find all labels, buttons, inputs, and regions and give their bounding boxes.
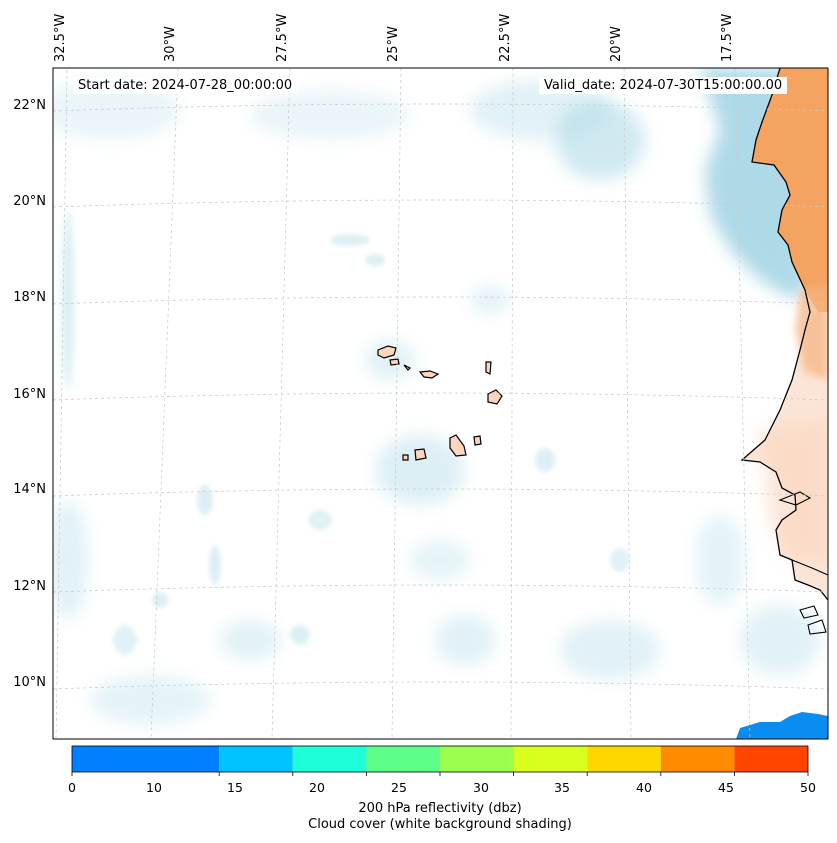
cloud-patch: [53, 500, 88, 620]
latitude-label: 10°N: [13, 675, 46, 690]
start-date-label: Start date: 2024-07-28_00:00:00: [73, 77, 298, 94]
colorbar-tick-label: 10: [146, 780, 162, 795]
cloud-patch: [290, 625, 310, 645]
colorbar-tick-label: 25: [391, 780, 407, 795]
cloud-patch: [250, 90, 410, 140]
parallel-line: [53, 681, 828, 690]
cloud-patch: [695, 515, 745, 605]
meridian-line: [55, 68, 68, 739]
cloud-patch: [53, 80, 180, 140]
island-santo-antao: [377, 345, 397, 359]
longitude-label: 32.5°W: [53, 13, 68, 62]
cloud-patch: [152, 592, 168, 608]
africa-landmass-north: [752, 68, 828, 312]
colorbar-segment: [219, 746, 293, 772]
cloud-cover-shading: [53, 68, 820, 725]
cloud-patch: [470, 285, 510, 315]
land-shading-soft: [760, 420, 828, 560]
meridian-line: [510, 68, 514, 739]
latitude-label: 12°N: [13, 579, 46, 594]
colorbar: [71, 745, 809, 776]
colorbar-tick-label: 0: [68, 780, 76, 795]
latitude-label: 14°N: [13, 482, 46, 497]
colorbar-segment: [366, 746, 440, 772]
reflectivity-patch: [736, 712, 828, 739]
longitude-label: 25°W: [386, 26, 401, 62]
island-sao-nicolau: [418, 370, 440, 379]
longitude-label: 17.5°W: [720, 13, 735, 62]
map-frame: [52, 67, 829, 740]
colorbar-tick-label: 40: [636, 780, 652, 795]
island-santa-luzia: [403, 364, 412, 371]
latitude-label: 18°N: [13, 290, 46, 305]
graticule-lines: [53, 68, 828, 739]
meridian-line: [150, 68, 179, 739]
island-maio: [473, 435, 482, 446]
cloud-patch: [365, 254, 385, 266]
parallel-line: [53, 488, 828, 497]
cloud-patch: [435, 615, 495, 665]
latitude-label: 16°N: [13, 387, 46, 402]
meridian-line: [623, 68, 632, 739]
cloud-patch: [410, 540, 470, 580]
meridian-line: [391, 68, 402, 739]
colorbar-sublabel: Cloud cover (white background shading): [308, 817, 572, 832]
colorbar-segment: [660, 746, 735, 772]
cloud-patch: [610, 548, 630, 572]
colorbar-tick-label: 50: [800, 780, 816, 795]
guinea-bissau-coast: [791, 559, 828, 635]
parallel-line: [53, 199, 828, 208]
cloud-patch: [535, 448, 555, 472]
cloud-patch: [197, 485, 213, 515]
colorbar-tick-label: 15: [227, 780, 243, 795]
latitude-label: 22°N: [13, 98, 46, 113]
meridian-line: [271, 68, 291, 739]
colorbar-segment: [513, 746, 588, 772]
cloud-patch: [209, 545, 221, 585]
longitude-label: 30°W: [163, 26, 178, 62]
island-fogo: [414, 448, 427, 461]
colorbar-label: 200 hPa reflectivity (dbz): [358, 801, 522, 816]
colorbar-tick-label: 30: [473, 780, 489, 795]
meridian-line: [734, 68, 751, 739]
island-brava: [402, 454, 409, 461]
longitude-label: 22.5°W: [498, 13, 513, 62]
parallel-line: [53, 296, 828, 305]
africa-coastline: [740, 68, 828, 601]
latitude-label: 20°N: [13, 194, 46, 209]
colorbar-segment: [72, 746, 220, 772]
colorbar-tick-label: 45: [718, 780, 734, 795]
colorbar-segment: [440, 746, 514, 772]
valid-date-label: Valid_date: 2024-07-30T15:00:00.00: [539, 77, 788, 94]
colorbar-tick-label: 35: [554, 780, 570, 795]
parallel-line: [53, 392, 828, 401]
colorbar-tick-label: 20: [309, 780, 325, 795]
land-shading-warm: [795, 285, 828, 380]
cloud-patch: [308, 510, 332, 530]
island-sao-vicente: [389, 358, 400, 366]
cloud-patch: [220, 620, 280, 660]
parallel-line: [53, 584, 828, 593]
cloud-patch: [113, 625, 137, 655]
cloud-patch: [740, 605, 820, 675]
colorbar-segment: [734, 746, 808, 772]
parallel-line: [53, 103, 828, 112]
colorbar-segment: [292, 746, 367, 772]
cloud-patch: [90, 675, 210, 725]
cloud-patch: [62, 210, 74, 390]
cloud-patch: [560, 620, 660, 680]
island-sal: [485, 361, 492, 375]
longitude-label: 20°W: [609, 26, 624, 62]
island-santiago: [449, 434, 467, 457]
cloud-patch: [470, 80, 610, 140]
cloud-patch: [375, 435, 465, 505]
cloud-patch: [330, 234, 370, 246]
longitude-label: 27.5°W: [275, 13, 290, 62]
colorbar-segment: [587, 746, 661, 772]
